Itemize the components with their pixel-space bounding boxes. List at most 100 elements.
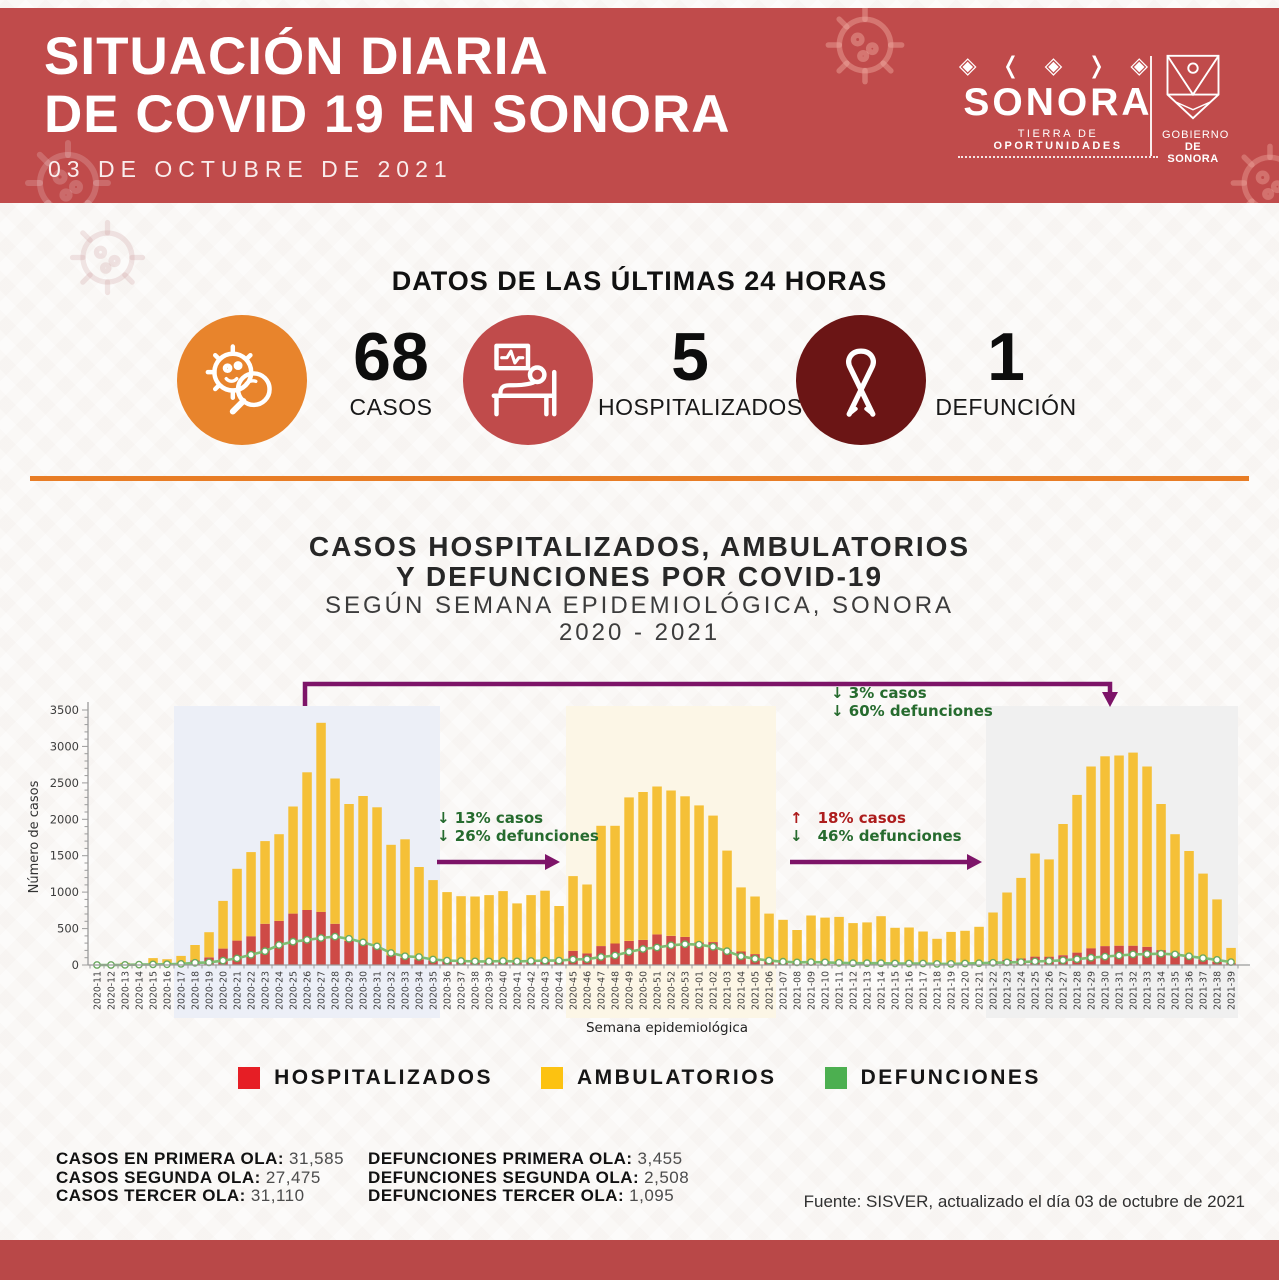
report-date: 03 DE OCTUBRE DE 2021 (48, 156, 453, 182)
svg-text:2020-30: 2020-30 (359, 971, 370, 1010)
svg-text:2020-33: 2020-33 (401, 971, 412, 1010)
svg-text:2021-18: 2021-18 (933, 971, 944, 1010)
cases-value: 68 (353, 319, 429, 395)
svg-text:2020-53: 2020-53 (681, 971, 692, 1010)
summary-value: 1,095 (629, 1186, 675, 1206)
hospitalized-circle (463, 315, 593, 445)
svg-text:2021-16: 2021-16 (905, 971, 916, 1010)
last24-title: DATOS DE LAS ÚLTIMAS 24 HORAS (391, 266, 888, 296)
svg-text:↓ 46% defunciones: ↓ 46% defunciones (790, 827, 962, 845)
svg-text:2020-16: 2020-16 (163, 971, 174, 1010)
hospital-bed-icon (491, 343, 557, 417)
svg-text:2021-25: 2021-25 (1031, 971, 1042, 1010)
wave-summary: CASOS EN PRIMERA OLA: 31,585 CASOS SEGUND… (56, 1149, 689, 1206)
crest-caption-line2: DE SONORA (1167, 141, 1219, 165)
svg-text:1000: 1000 (50, 885, 79, 899)
svg-text:2020-11: 2020-11 (93, 971, 104, 1010)
svg-text:2021-29: 2021-29 (1087, 971, 1098, 1010)
svg-text:2020-38: 2020-38 (471, 971, 482, 1010)
svg-text:2021-39: 2021-39 (1227, 971, 1238, 1010)
svg-text:2021-14: 2021-14 (877, 971, 888, 1010)
svg-text:2021-24: 2021-24 (1017, 971, 1028, 1010)
svg-text:2021-36: 2021-36 (1185, 971, 1196, 1010)
svg-text:2021-02: 2021-02 (709, 971, 720, 1010)
svg-text:2020-25: 2020-25 (289, 971, 300, 1010)
summary-row: CASOS EN PRIMERA OLA: 31,585 (56, 1149, 345, 1169)
svg-text:2021-06: 2021-06 (765, 971, 776, 1010)
svg-text:↓ 60% defunciones: ↓ 60% defunciones (831, 702, 993, 720)
svg-text:2021-22: 2021-22 (989, 971, 1000, 1010)
hospitalized-label: HOSPITALIZADOS (598, 394, 803, 420)
svg-text:2020-22: 2020-22 (247, 971, 258, 1010)
svg-text:2020-40: 2020-40 (499, 971, 510, 1010)
svg-text:2020-35: 2020-35 (429, 971, 440, 1010)
legend-swatch-ambulatorios (541, 1067, 564, 1089)
svg-text:2021-27: 2021-27 (1059, 971, 1070, 1010)
sonora-logo-wordmark: SONORA (963, 81, 1153, 124)
svg-text:2020-46: 2020-46 (583, 971, 594, 1010)
svg-text:2020-36: 2020-36 (443, 971, 454, 1010)
svg-text:3500: 3500 (50, 703, 79, 717)
svg-text:Semana epidemiológica: Semana epidemiológica (586, 1020, 748, 1036)
sonora-logo: ◈ ❬ ◈ ❭ ◈ SONORA TIERRA DE OPORTUNIDADES (958, 48, 1158, 158)
svg-text:2021-31: 2021-31 (1115, 971, 1126, 1010)
svg-text:2021-20: 2021-20 (961, 971, 972, 1010)
svg-text:2020-12: 2020-12 (107, 971, 118, 1010)
hospitalized-stat: 5 HOSPITALIZADOS (598, 319, 803, 421)
svg-text:2021-11: 2021-11 (835, 971, 846, 1010)
summary-row: CASOS SEGUNDA OLA: 27,475 (56, 1168, 344, 1188)
summary-label: CASOS EN PRIMERA OLA: (56, 1149, 285, 1168)
deaths-stat: 1 DEFUNCIÓN (935, 322, 1077, 421)
svg-text:2021-08: 2021-08 (793, 971, 804, 1010)
page-title-line2: DE COVID 19 EN SONORA (44, 85, 731, 144)
cases-circle (177, 315, 307, 445)
svg-text:2020-26: 2020-26 (303, 971, 314, 1010)
svg-text:↓ 26% defunciones: ↓ 26% defunciones (437, 827, 599, 845)
svg-text:2020-39: 2020-39 (485, 971, 496, 1010)
hospitalized-value: 5 (671, 319, 709, 395)
svg-text:2020-20: 2020-20 (219, 971, 230, 1010)
legend-item-hospitalizados: HOSPITALIZADOS (238, 1066, 493, 1090)
svg-text:2021-26: 2021-26 (1045, 971, 1056, 1010)
chart-legend: HOSPITALIZADOS AMBULATORIOS DEFUNCIONES (0, 1066, 1279, 1090)
summary-value: 3,455 (637, 1149, 683, 1168)
svg-text:2020-27: 2020-27 (317, 971, 328, 1010)
tagline-prefix: TIERRA DE (1017, 128, 1099, 140)
chart-subtitle-line1: SEGÚN SEMANA EPIDEMIOLÓGICA, SONORA (324, 592, 955, 619)
data-source: Fuente: SISVER, actualizado el día 03 de… (803, 1192, 1245, 1211)
legend-item-defunciones: DEFUNCIONES (824, 1066, 1041, 1090)
cases-summary-column: CASOS EN PRIMERA OLA: 31,585 CASOS SEGUND… (56, 1149, 345, 1206)
deaths-circle (796, 315, 926, 445)
svg-text:↓ 13% casos: ↓ 13% casos (437, 809, 543, 827)
svg-text:500: 500 (57, 922, 79, 936)
svg-text:2020-51: 2020-51 (653, 971, 664, 1010)
svg-text:2020-48: 2020-48 (611, 971, 622, 1010)
svg-text:2021-37: 2021-37 (1199, 971, 1210, 1010)
summary-label: CASOS TERCER OLA: (56, 1186, 246, 1206)
svg-text:2020-42: 2020-42 (527, 971, 538, 1010)
legend-label: HOSPITALIZADOS (274, 1066, 494, 1089)
crest-caption-line1: GOBIERNO (1162, 129, 1230, 141)
svg-text:↑ 18% casos: ↑ 18% casos (790, 809, 906, 827)
footer-bar (0, 1240, 1279, 1280)
svg-text:3000: 3000 (50, 739, 79, 753)
summary-value: 31,585 (289, 1149, 345, 1168)
svg-text:2020-31: 2020-31 (373, 971, 384, 1010)
svg-text:2021-01: 2021-01 (695, 971, 706, 1010)
sonora-coat-of-arms-icon (1166, 54, 1220, 120)
svg-text:2021-23: 2021-23 (1003, 971, 1014, 1010)
cases-stat: 68 CASOS (305, 322, 477, 421)
deaths-value: 1 (987, 319, 1025, 395)
svg-text:2021-10: 2021-10 (821, 971, 832, 1010)
deaths-summary-column: DEFUNCIONES PRIMERA OLA: 3,455 DEFUNCIONE… (368, 1149, 689, 1206)
chart-subtitle-line2: 2020 - 2021 (558, 619, 721, 646)
summary-label: DEFUNCIONES PRIMERA OLA: (368, 1149, 633, 1168)
svg-text:↓ 3% casos: ↓ 3% casos (831, 684, 927, 702)
svg-text:2020-44: 2020-44 (555, 971, 566, 1010)
svg-text:2021-17: 2021-17 (919, 971, 930, 1010)
svg-text:2020-13: 2020-13 (121, 971, 132, 1010)
svg-text:2020-41: 2020-41 (513, 971, 524, 1010)
summary-row: DEFUNCIONES TERCER OLA: 1,095 (368, 1187, 689, 1206)
svg-text:2020-37: 2020-37 (457, 971, 468, 1010)
svg-text:2021-33: 2021-33 (1143, 971, 1154, 1010)
